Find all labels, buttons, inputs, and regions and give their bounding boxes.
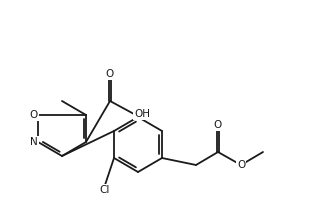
Text: OH: OH (134, 109, 150, 119)
Text: O: O (237, 160, 245, 170)
Text: O: O (214, 120, 222, 130)
Text: O: O (30, 110, 38, 120)
Text: Cl: Cl (100, 185, 110, 195)
Text: O: O (106, 69, 114, 79)
Text: N: N (30, 137, 38, 147)
